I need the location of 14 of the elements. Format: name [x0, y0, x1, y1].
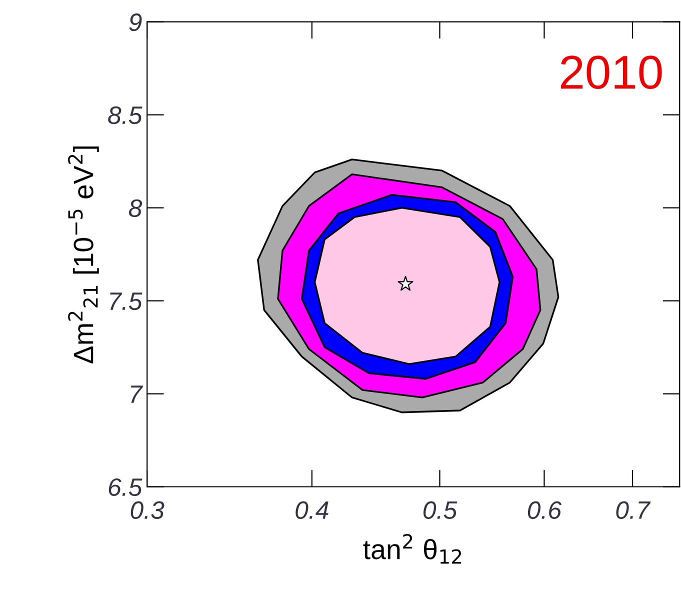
annotation: 2010	[561, 56, 662, 90]
y-tick-label: 6.5	[108, 478, 142, 496]
y-tick-label: 8.5	[108, 106, 142, 124]
x-tick-label: 0.5	[423, 501, 458, 519]
y-tick-label: 7	[130, 386, 144, 403]
x-tick-label: 0.6	[528, 501, 562, 519]
y-axis-title: Δm$^{2}$$_{21}$ [10$^{−5}$ eV$^{2}$]	[68, 146, 99, 364]
y-tick-label: 7.5	[110, 292, 142, 310]
x-tick-label: 0.7	[616, 501, 651, 519]
y-tick-label: 9	[129, 13, 142, 32]
x-tick-label: 0.3	[130, 501, 164, 519]
y-tick-label: 8	[128, 199, 142, 218]
x-tick-label: 0.4	[296, 501, 328, 519]
x-axis-title: tan$^{2}$ θ$_{12}$	[363, 534, 462, 564]
